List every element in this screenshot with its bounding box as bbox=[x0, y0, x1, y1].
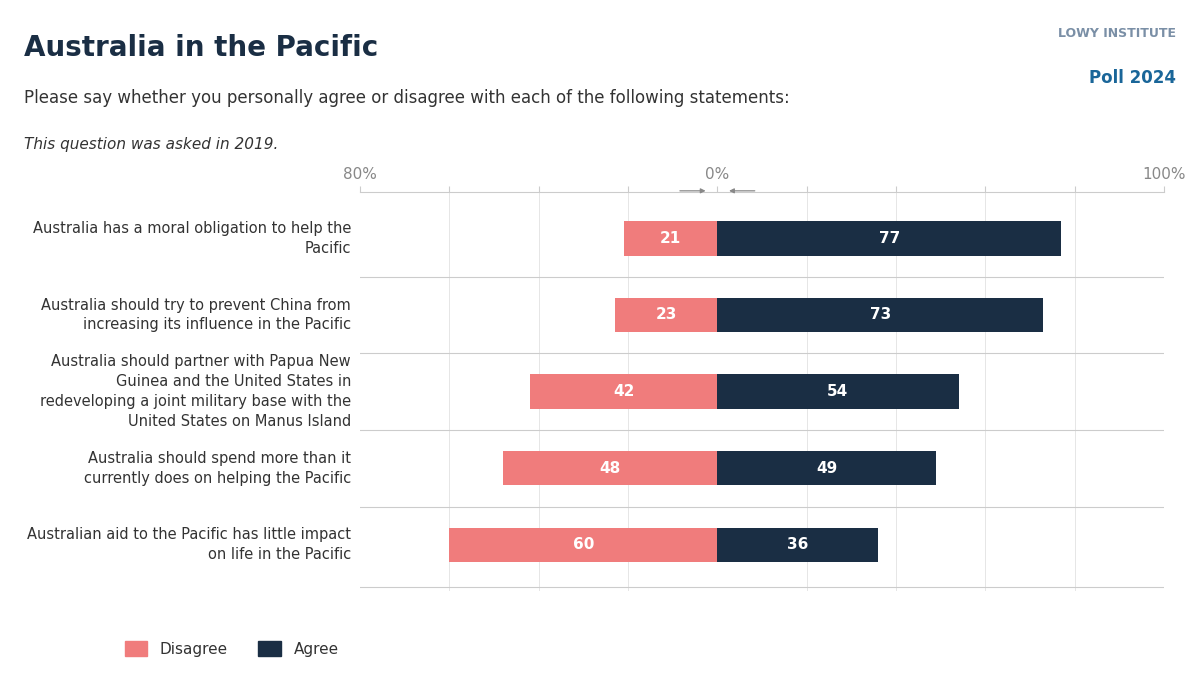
Legend: Disagree, Agree: Disagree, Agree bbox=[119, 635, 344, 663]
Bar bbox=[624, 221, 718, 256]
Text: Poll 2024: Poll 2024 bbox=[1090, 69, 1176, 87]
Text: Australia in the Pacific: Australia in the Pacific bbox=[24, 34, 378, 63]
Text: 73: 73 bbox=[870, 308, 890, 322]
Text: 23: 23 bbox=[655, 308, 677, 322]
Bar bbox=[614, 297, 718, 333]
Bar bbox=[718, 451, 936, 486]
Bar bbox=[718, 528, 878, 562]
Bar bbox=[503, 451, 718, 486]
Text: 48: 48 bbox=[600, 461, 620, 475]
Text: 36: 36 bbox=[787, 537, 809, 552]
Text: Australia should try to prevent China from
increasing its influence in the Pacif: Australia should try to prevent China fr… bbox=[41, 297, 352, 333]
Text: 49: 49 bbox=[816, 461, 838, 475]
Text: This question was asked in 2019.: This question was asked in 2019. bbox=[24, 137, 278, 153]
Bar bbox=[718, 221, 1061, 256]
Text: 42: 42 bbox=[613, 384, 635, 399]
Text: Australia should spend more than it
currently does on helping the Pacific: Australia should spend more than it curr… bbox=[84, 451, 352, 486]
Bar bbox=[529, 374, 718, 409]
Text: 60: 60 bbox=[572, 537, 594, 552]
Text: 54: 54 bbox=[827, 384, 848, 399]
Bar bbox=[449, 528, 718, 562]
Text: Australian aid to the Pacific has little impact
on life in the Pacific: Australian aid to the Pacific has little… bbox=[28, 528, 352, 562]
Bar bbox=[718, 374, 959, 409]
Text: LOWY INSTITUTE: LOWY INSTITUTE bbox=[1058, 27, 1176, 41]
Text: Australia has a moral obligation to help the
Pacific: Australia has a moral obligation to help… bbox=[32, 221, 352, 256]
Text: 77: 77 bbox=[878, 231, 900, 246]
Text: Please say whether you personally agree or disagree with each of the following s: Please say whether you personally agree … bbox=[24, 89, 790, 107]
Text: 21: 21 bbox=[660, 231, 682, 246]
Text: Australia should partner with Papua New
Guinea and the United States in
redevelo: Australia should partner with Papua New … bbox=[40, 354, 352, 429]
Bar bbox=[718, 297, 1044, 333]
